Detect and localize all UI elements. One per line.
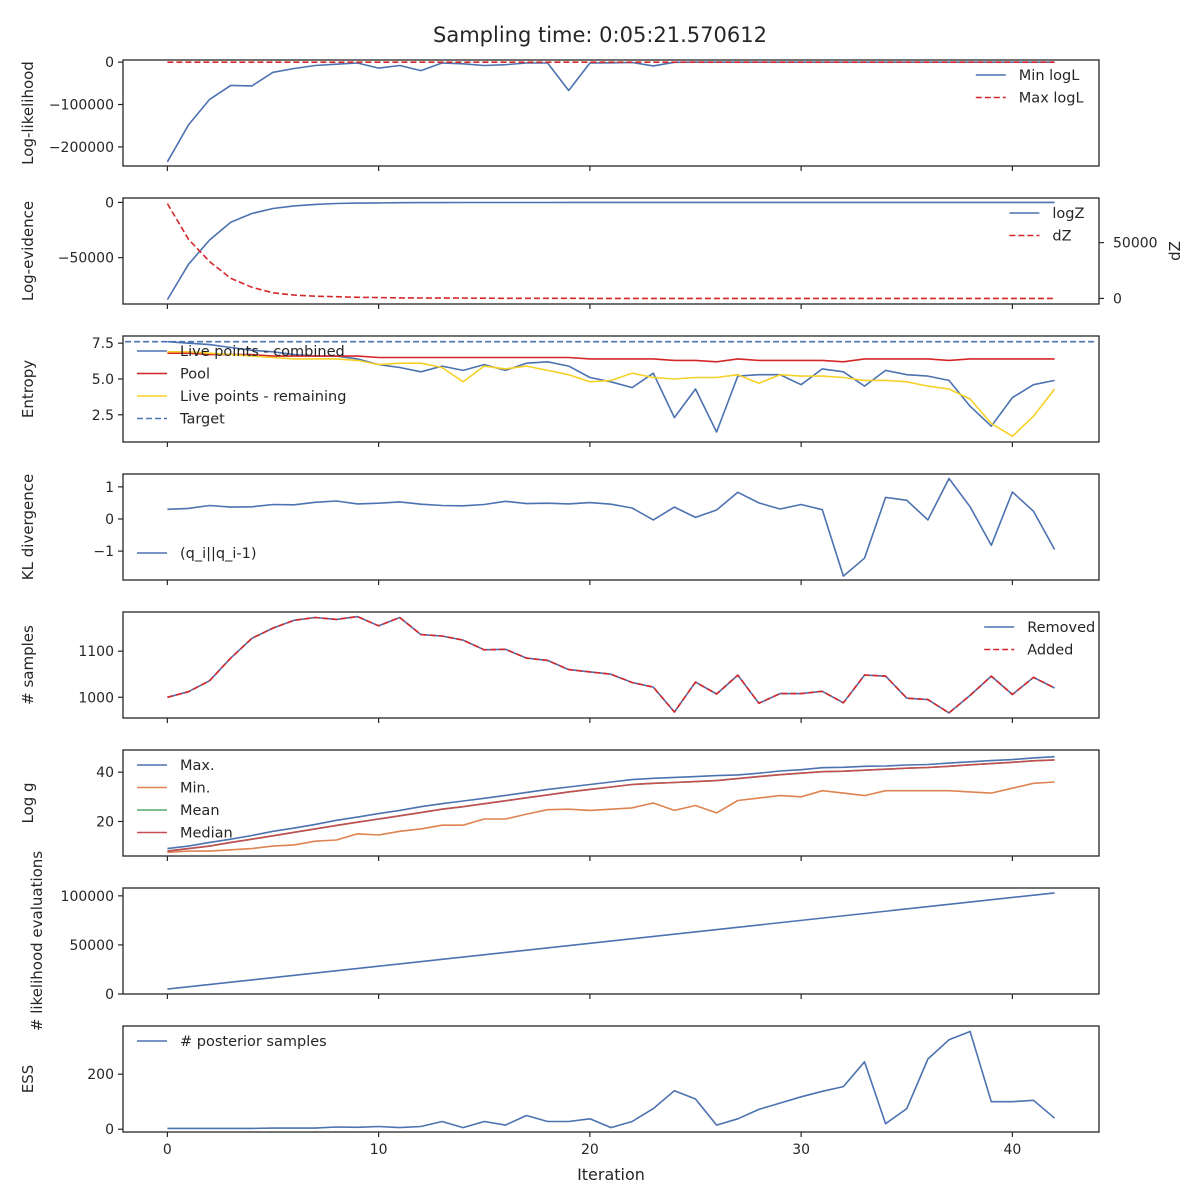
y-tick-label: 7.5 <box>92 336 114 352</box>
series-line-logg-0 <box>167 755 1055 850</box>
panel-entropy-lines <box>125 340 1097 438</box>
y-axis-label: # likelihood evaluations <box>28 851 46 1031</box>
x-tick-label: 40 <box>1003 1142 1021 1158</box>
panel-samples-frame <box>122 611 1100 719</box>
y-tick-label: 200 <box>87 1067 114 1083</box>
panel-likelihood_evals: 100000 50000 0 # likelihood evaluations <box>28 851 1100 1031</box>
panel-kl-lines <box>167 477 1056 577</box>
panel-likelihood_evals-frame <box>122 887 1100 995</box>
legend-label-logevidence-0: logZ <box>1052 206 1084 222</box>
y-tick-label: −100000 <box>49 98 114 114</box>
x-tick-label: 10 <box>370 1142 388 1158</box>
series-line-kl-0 <box>167 477 1056 577</box>
y-axis-label: ESS <box>19 1065 37 1094</box>
panel-ess-frame <box>122 1025 1100 1133</box>
panel-logevidence-frame <box>122 197 1100 305</box>
y-tick-label: 20 <box>96 814 114 830</box>
y-tick-label: −200000 <box>49 140 114 156</box>
y-tick-label: 0 <box>105 1122 114 1138</box>
panel-loglike-lines <box>166 61 1055 163</box>
panel-likelihood_evals-lines <box>167 892 1055 990</box>
y-tick-label: 5.0 <box>92 372 114 388</box>
y2-axis-label: dZ <box>1166 241 1184 261</box>
x-tick-label: 0 <box>163 1142 172 1158</box>
y-tick-label: 50000 <box>69 938 114 954</box>
panel-ess: 200 0 0 10 20 30 40 ESS # posterior samples <box>19 1025 1100 1158</box>
panel-ess-lines <box>167 1030 1056 1130</box>
series-line-logevidence-0 <box>166 201 1055 301</box>
y-tick-label: 1100 <box>78 644 114 660</box>
series-line-entropy-1 <box>167 352 1055 363</box>
panel-loglike: 0 −100000 −200000 Log-likelihood Min logL Max… <box>19 55 1100 171</box>
legend-label-kl-0: (q_i||q_i-1) <box>180 546 257 562</box>
series-line-entropy-2 <box>167 350 1056 438</box>
x-tick-label: 20 <box>581 1142 599 1158</box>
legend-label-entropy-0: Live points - combined <box>180 344 345 360</box>
y2-tick-label: 0 <box>1113 291 1122 307</box>
panel-logg: 40 20 Log g Max. Min. Mean Median <box>19 749 1100 861</box>
legend-label-ess-0: # posterior samples <box>180 1034 327 1050</box>
series-line-samples-1 <box>167 615 1055 714</box>
legend-label-logg-0: Max. <box>180 758 215 774</box>
panel-samples: 1100 1000 # samples Removed Added <box>19 611 1100 723</box>
series-line-logevidence-1 <box>166 203 1055 300</box>
figure-title: Sampling time: 0:05:21.570612 <box>433 23 767 47</box>
legend-label-logevidence-1: dZ <box>1052 229 1071 245</box>
y-tick-label: 2.5 <box>92 408 114 424</box>
y-tick-label: −50000 <box>58 251 114 267</box>
series-line-ess-0 <box>167 1030 1056 1130</box>
legend-label-logg-3: Median <box>180 826 233 842</box>
panel-logg-frame <box>122 749 1100 857</box>
panel-logevidence: 0 −50000 0 50000 dZ Log-evidence logZ dZ <box>19 195 1184 309</box>
y-tick-label: 100000 <box>61 889 114 905</box>
x-axis-label: Iteration <box>577 1165 645 1184</box>
y-tick-label: 0 <box>105 987 114 1003</box>
y-axis-label: KL divergence <box>19 474 37 580</box>
panel-logg-lines <box>167 755 1055 854</box>
panel-samples-lines <box>167 615 1055 714</box>
panel-entropy-frame <box>122 335 1100 443</box>
legend-label-entropy-2: Live points - remaining <box>180 389 346 405</box>
y-axis-label: Log-likelihood <box>19 61 37 165</box>
y-tick-label: 0 <box>105 195 114 211</box>
panel-kl-frame <box>122 473 1100 581</box>
legend-label-loglike-0: Min logL <box>1019 68 1080 84</box>
panel-kl: 1 0 −1 KL divergence (q_i||q_i-1) <box>19 473 1100 585</box>
y-tick-label: 1 <box>105 480 114 496</box>
series-line-logg-1 <box>167 781 1055 854</box>
x-tick-label: 30 <box>792 1142 810 1158</box>
y-tick-label: 40 <box>96 765 114 781</box>
y-axis-label: # samples <box>19 625 37 705</box>
legend-label-logg-2: Mean <box>180 803 220 819</box>
y-tick-label: −1 <box>93 544 114 560</box>
series-line-logg-3 <box>167 759 1055 852</box>
panel-loglike-frame <box>122 59 1100 167</box>
panel-entropy: 7.5 5.0 2.5 Entropy Live points - combined Po… <box>19 335 1100 447</box>
y-axis-label: Log g <box>19 782 37 823</box>
y-tick-label: 1000 <box>78 690 114 706</box>
legend-label-loglike-1: Max logL <box>1019 91 1084 107</box>
y-tick-label: 0 <box>105 512 114 528</box>
legend-label-samples-0: Removed <box>1027 620 1095 636</box>
y2-tick-label: 50000 <box>1113 236 1158 252</box>
panel-logevidence-lines <box>166 201 1055 301</box>
y-axis-label: Log-evidence <box>19 201 37 301</box>
y-tick-label: 0 <box>105 55 114 71</box>
series-line-likelihood_evals-0 <box>167 892 1055 990</box>
legend-label-logg-1: Min. <box>180 781 210 797</box>
y-axis-label: Entropy <box>19 360 37 418</box>
legend-label-entropy-3: Target <box>179 412 225 428</box>
legend-label-entropy-1: Pool <box>180 367 210 383</box>
legend-label-samples-1: Added <box>1027 643 1073 659</box>
